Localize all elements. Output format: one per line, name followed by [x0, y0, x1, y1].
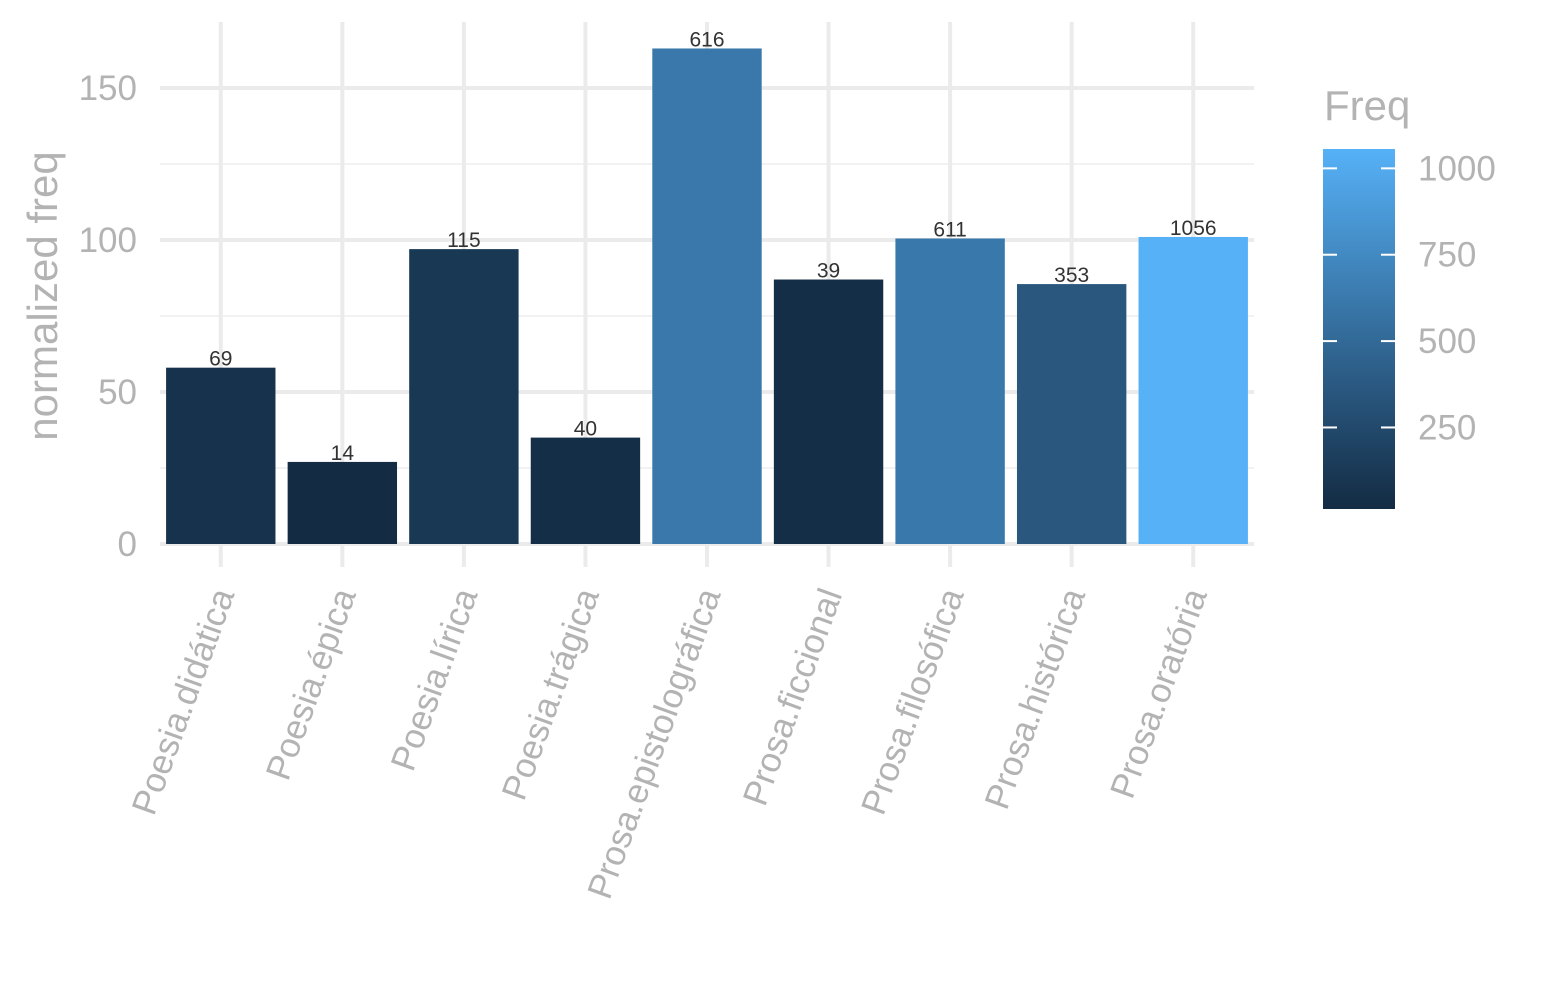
x-tick-label: Prosa.ficcional: [736, 583, 850, 810]
y-tick-label: 150: [79, 69, 137, 108]
bar: [773, 279, 884, 544]
bar-value-label: 39: [817, 260, 840, 283]
legend-tick-label: 750: [1418, 236, 1476, 275]
bar: [895, 238, 1005, 545]
bars: [166, 48, 1248, 545]
y-axis-title: normalized freq: [19, 151, 66, 440]
bar: [1138, 236, 1248, 544]
legend-ticks: 250 500 750 1000: [1323, 149, 1496, 447]
bar-value-labels: 69 14 115 40 616 39 611 353 1056: [209, 28, 1216, 464]
bar: [530, 437, 641, 544]
bar-value-label: 1056: [1170, 217, 1217, 240]
bar: [1016, 284, 1127, 544]
y-axis-tick-labels: 0 50 100 150: [79, 69, 137, 564]
x-tick-label: Prosa.filosófica: [854, 583, 972, 820]
bar-value-label: 14: [331, 442, 355, 465]
legend-title: Freq: [1324, 82, 1410, 129]
legend-colorbar: [1323, 149, 1395, 509]
x-tick-label: Poesia.trágica: [494, 583, 607, 805]
bar-value-label: 611: [933, 218, 966, 241]
legend-tick-label: 500: [1418, 322, 1476, 361]
bar: [166, 367, 276, 544]
x-tick-label: Prosa.oratória: [1103, 583, 1215, 803]
bar-value-label: 40: [574, 418, 597, 441]
x-tick-label: Poesia.lírica: [384, 583, 486, 776]
x-tick-label: Poesia.épica: [259, 583, 364, 785]
x-tick-label: Poesia.didática: [124, 583, 242, 820]
y-tick-label: 50: [98, 373, 137, 412]
x-tick-label: Prosa.histórica: [977, 583, 1093, 814]
bar: [409, 249, 519, 544]
y-tick-label: 0: [118, 525, 137, 564]
bar-value-label: 616: [689, 28, 724, 51]
bar-value-label: 353: [1054, 264, 1089, 287]
legend: Freq 250 500 750 1000: [1323, 82, 1496, 509]
bar: [287, 461, 398, 544]
bar: [652, 48, 762, 544]
x-tick-label: Prosa.epistolográfica: [580, 583, 729, 904]
x-axis-tick-labels: Poesia.didática Poesia.épica Poesia.lírica…: [124, 583, 1214, 904]
legend-tick-label: 250: [1418, 408, 1476, 447]
y-tick-label: 100: [79, 221, 137, 260]
bar-value-label: 115: [447, 229, 480, 252]
legend-tick-label: 1000: [1418, 149, 1496, 188]
bar-value-label: 69: [209, 348, 232, 371]
